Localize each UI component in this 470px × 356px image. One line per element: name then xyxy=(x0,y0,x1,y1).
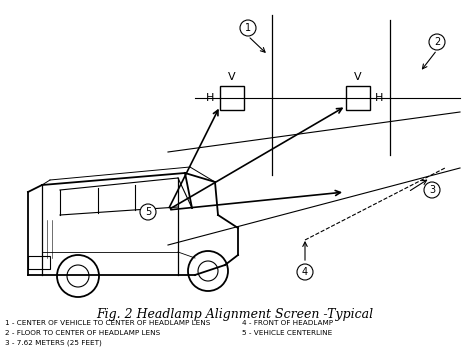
Text: 3 - 7.62 METERS (25 FEET): 3 - 7.62 METERS (25 FEET) xyxy=(5,340,102,346)
Text: V: V xyxy=(354,72,362,82)
Text: 2 - FLOOR TO CENTER OF HEADLAMP LENS: 2 - FLOOR TO CENTER OF HEADLAMP LENS xyxy=(5,330,160,336)
Text: V: V xyxy=(228,72,236,82)
Circle shape xyxy=(297,264,313,280)
Circle shape xyxy=(429,34,445,50)
Bar xyxy=(346,86,370,110)
Bar xyxy=(28,256,50,269)
Circle shape xyxy=(240,20,256,36)
Text: H: H xyxy=(375,93,384,103)
Text: 5: 5 xyxy=(145,207,151,217)
Text: 4: 4 xyxy=(302,267,308,277)
Text: 5 - VEHICLE CENTERLINE: 5 - VEHICLE CENTERLINE xyxy=(242,330,332,336)
Bar xyxy=(220,86,244,110)
Text: 3: 3 xyxy=(429,185,435,195)
Text: 1 - CENTER OF VEHICLE TO CENTER OF HEADLAMP LENS: 1 - CENTER OF VEHICLE TO CENTER OF HEADL… xyxy=(5,320,211,326)
Circle shape xyxy=(140,204,156,220)
Text: 1: 1 xyxy=(245,23,251,33)
Circle shape xyxy=(424,182,440,198)
Text: H: H xyxy=(206,93,214,103)
Text: 2: 2 xyxy=(434,37,440,47)
Text: 4 - FRONT OF HEADLAMP: 4 - FRONT OF HEADLAMP xyxy=(242,320,333,326)
Text: Fig. 2 Headlamp Alignment Screen -Typical: Fig. 2 Headlamp Alignment Screen -Typica… xyxy=(96,308,374,321)
